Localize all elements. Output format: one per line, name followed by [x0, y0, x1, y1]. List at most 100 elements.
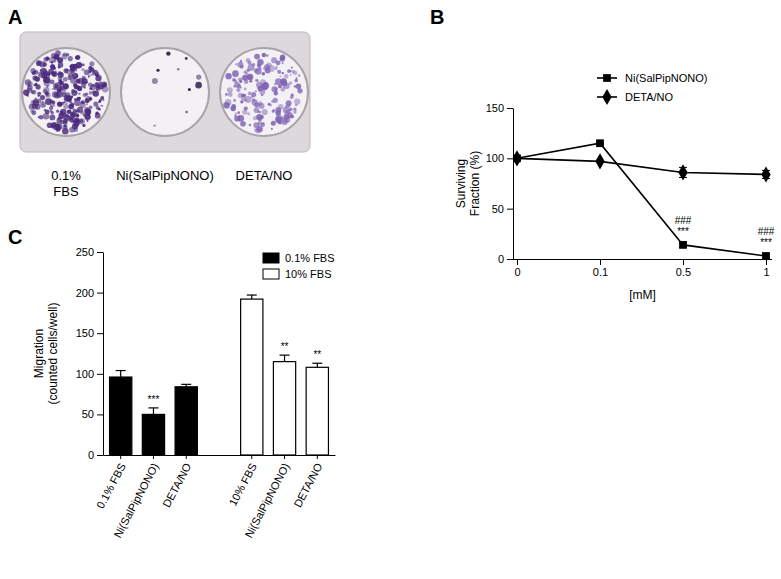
marker: [679, 241, 687, 249]
colony: [268, 103, 271, 106]
colony: [102, 99, 104, 101]
colony: [271, 128, 273, 130]
colony: [88, 115, 90, 117]
colony: [293, 110, 296, 113]
tick-mark: [153, 455, 154, 459]
error-cap: [116, 370, 126, 371]
colony: [93, 90, 99, 96]
tick: 100: [76, 368, 103, 380]
tick-mark: [600, 259, 601, 265]
colony: [75, 113, 79, 117]
legend-swatch: [263, 269, 279, 279]
colony: [88, 66, 92, 70]
colony: [244, 106, 248, 110]
tick-mark: [507, 158, 513, 159]
colony: [237, 111, 240, 114]
colony: [42, 101, 44, 103]
tick: Ni(SalPipNONO): [242, 455, 291, 540]
colony: [75, 55, 80, 60]
tick-mark: [507, 209, 513, 210]
colony: [290, 74, 292, 76]
tick-mark: [97, 374, 103, 375]
colony: [255, 79, 258, 82]
tick: 0.1: [593, 259, 608, 278]
error-line: [317, 363, 318, 367]
bar: [142, 414, 164, 455]
colony: [58, 66, 61, 69]
colony: [86, 103, 88, 105]
colony: [73, 108, 77, 112]
colony: [57, 57, 63, 63]
legend-label: 0.1% FBS: [285, 252, 335, 264]
tick-label: 0: [88, 449, 94, 461]
series-line: [517, 143, 766, 256]
legend: 0.1% FBS10% FBS: [263, 252, 335, 280]
colony: [195, 82, 202, 89]
tick: DETA/NO: [291, 455, 324, 509]
colony: [68, 74, 70, 76]
bar: [110, 377, 132, 455]
tick-label: 100: [76, 368, 94, 380]
tick: 0: [498, 253, 513, 265]
tick-mark: [507, 108, 513, 109]
colony: [257, 59, 262, 64]
tick-mark: [97, 333, 103, 334]
error-line: [153, 408, 154, 414]
colony: [287, 69, 291, 73]
colony: [62, 128, 69, 135]
error-cap: [280, 355, 290, 356]
colony: [232, 78, 236, 82]
colony: [42, 96, 44, 98]
colony: [82, 124, 85, 127]
colony: [263, 82, 270, 89]
colony: [60, 72, 63, 75]
colony: [249, 80, 252, 83]
colony: [284, 74, 289, 79]
bar: [175, 387, 197, 455]
colony: [252, 63, 256, 67]
colony: [32, 100, 39, 107]
colony: [43, 113, 49, 119]
axis-line: [104, 455, 336, 456]
tick-mark: [97, 455, 103, 456]
colony: [60, 109, 66, 115]
colony: [70, 112, 75, 117]
colony: [185, 111, 187, 113]
colony: [70, 103, 74, 107]
error-cap: [181, 384, 191, 385]
colony: [249, 124, 251, 126]
colony: [281, 72, 283, 74]
colony: [30, 68, 35, 73]
colony: [260, 115, 264, 119]
error-cap: [312, 363, 322, 364]
colony: [81, 68, 84, 71]
colony: [271, 121, 276, 126]
colony: [93, 101, 98, 106]
colony: [233, 78, 237, 82]
colony: [38, 62, 41, 65]
colony: [240, 65, 244, 69]
colony: [258, 101, 262, 105]
plate: [20, 32, 310, 152]
colony: [228, 74, 230, 76]
colony: [266, 62, 271, 67]
colony: [274, 83, 277, 86]
tick: 100: [486, 152, 513, 164]
legend-swatch: [263, 253, 279, 263]
colony: [75, 70, 77, 72]
colony: [88, 82, 92, 86]
colony: [291, 67, 293, 69]
colony: [272, 98, 277, 103]
tick-label: 0.5: [676, 266, 691, 278]
tick-mark: [97, 414, 103, 415]
tick: 0: [514, 259, 520, 278]
colony: [74, 85, 79, 90]
tick-label: 0.1% FBS: [94, 461, 128, 510]
axis-line: [513, 109, 514, 260]
marker: [761, 166, 770, 182]
colony: [54, 68, 56, 70]
colony: [27, 87, 32, 92]
error-bar: [181, 384, 191, 386]
colony: [78, 93, 81, 96]
colony: [41, 73, 47, 79]
